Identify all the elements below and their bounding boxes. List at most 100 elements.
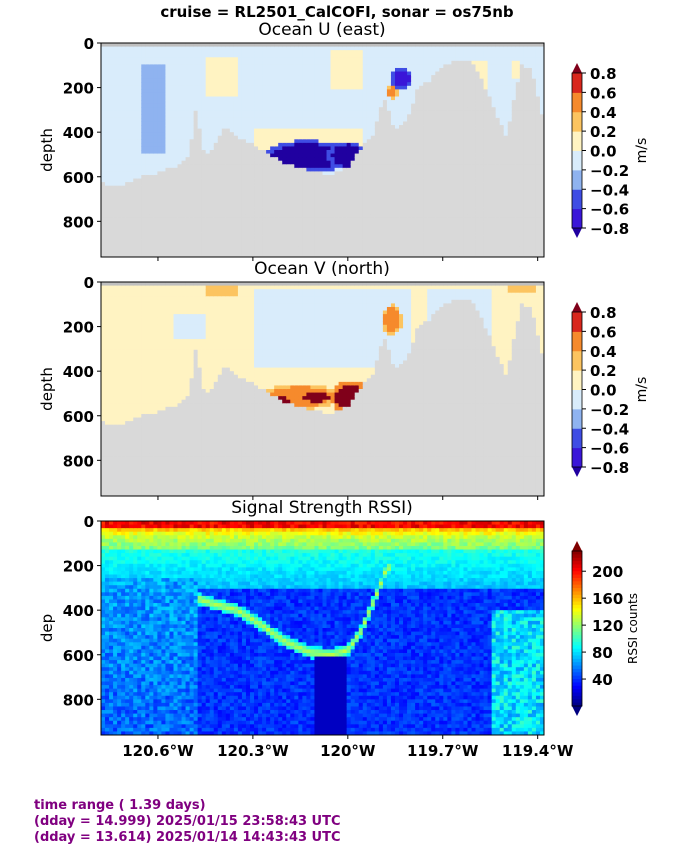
colorbar: 0.80.6 0.40.2 0.0−0.2−0.4 −0.6−0.8 m/s xyxy=(571,63,650,238)
colorbar-segment xyxy=(572,447,582,468)
colorbar-segment xyxy=(572,631,582,636)
footer-line: (dday = 13.614) 2025/01/14 14:43:43 UTC xyxy=(34,830,341,846)
x-tick-label: 120.3°W xyxy=(217,742,289,760)
plot-frame xyxy=(100,42,545,258)
colorbar-segment xyxy=(572,675,582,680)
y-tick-label: 600 xyxy=(63,647,94,665)
colorbar-tick-label: −0.2 xyxy=(590,401,629,419)
panel-title: Signal Strength RSSI) xyxy=(231,498,413,518)
colorbar-segment xyxy=(572,408,582,429)
y-tick-label: 0 xyxy=(84,35,94,53)
colorbar-segment xyxy=(572,594,582,599)
colorbar-segment xyxy=(572,574,582,579)
colorbar-segment xyxy=(572,689,582,694)
colorbar-tick-label: 0.8 xyxy=(590,65,617,83)
colorbar-segment xyxy=(572,692,582,697)
colorbar-segment xyxy=(572,608,582,613)
colorbar-segment xyxy=(572,604,582,609)
colorbar-tick-label: 0.8 xyxy=(590,304,617,322)
colorbar-segment xyxy=(572,682,582,687)
plot-frame xyxy=(100,281,545,497)
heatmap-field xyxy=(101,282,544,496)
colorbar-frame xyxy=(571,550,583,707)
colorbar-segment xyxy=(572,662,582,667)
colorbar-segment xyxy=(572,685,582,690)
colorbar-segment xyxy=(572,598,582,603)
y-axis-label: depth xyxy=(38,367,56,411)
colorbar-segment xyxy=(572,635,582,640)
x-ticks: 120.6°W 120.3°W 120°W 119.7°W 119.4°W xyxy=(122,735,574,760)
colorbar-segment xyxy=(572,628,582,633)
colorbar-segment xyxy=(572,679,582,684)
colorbar-segment xyxy=(572,641,582,646)
colorbar-segment xyxy=(572,638,582,643)
colorbar-tick-label: −0.4 xyxy=(590,181,629,199)
colorbar-segment xyxy=(572,668,582,673)
colorbar-label: m/s xyxy=(634,138,650,164)
colorbar-segment xyxy=(572,312,582,332)
x-tick-label: 120°W xyxy=(320,742,376,760)
colorbar-tick-label: 0.6 xyxy=(590,323,617,341)
colorbar-segment xyxy=(572,655,582,660)
colorbar-tick-label: 0.6 xyxy=(590,84,617,102)
colorbar-segment xyxy=(572,189,582,210)
colorbar-tick-label: 0.4 xyxy=(590,343,617,361)
colorbar-label: m/s xyxy=(634,377,650,403)
colorbar-tick-label: 0.2 xyxy=(590,123,617,141)
colorbar-tick-label: 40 xyxy=(592,671,613,689)
colorbar-segment xyxy=(572,571,582,576)
colorbar-segment xyxy=(572,645,582,650)
plot-frame xyxy=(100,520,545,736)
colorbar-segment xyxy=(572,389,582,410)
y-ticks: 0 200 400 600 800 xyxy=(63,35,101,231)
colorbar-segment xyxy=(572,111,582,132)
colorbar-tick-label: −0.2 xyxy=(590,162,629,180)
x-ticks xyxy=(157,257,539,261)
y-tick-label: 400 xyxy=(63,602,94,620)
y-tick-label: 200 xyxy=(63,80,94,98)
colorbar: 200 160 120 80 40 RSSI counts xyxy=(571,541,640,716)
colorbar-tick-label: 0.0 xyxy=(590,143,617,161)
colorbar-segment xyxy=(572,611,582,616)
colorbar-frame xyxy=(571,311,583,468)
colorbar: 0.80.6 0.40.2 0.0−0.2−0.4 −0.6−0.8 m/s xyxy=(571,302,650,477)
colorbar-segment xyxy=(572,561,582,566)
colorbar-tick-label: 160 xyxy=(592,590,623,608)
y-tick-label: 800 xyxy=(63,691,94,709)
colorbar-segment xyxy=(572,92,582,113)
y-tick-label: 0 xyxy=(84,274,94,292)
colorbar-segment xyxy=(572,150,582,171)
y-axis-label: depth xyxy=(38,128,56,172)
y-tick-label: 200 xyxy=(63,558,94,576)
colorbar-segment xyxy=(572,588,582,593)
colorbar-segment xyxy=(572,557,582,562)
colorbar-segment xyxy=(572,601,582,606)
colorbar-extend-high xyxy=(572,63,582,73)
colorbar-segment xyxy=(572,208,582,229)
colorbar-segment xyxy=(572,648,582,653)
colorbar-segment xyxy=(572,699,582,704)
colorbar-segment xyxy=(572,567,582,572)
colorbar-segment xyxy=(572,564,582,569)
colorbar-extend-high xyxy=(572,541,582,551)
x-ticks xyxy=(157,496,539,500)
heatmap-field xyxy=(101,43,544,257)
colorbar-tick-label: −0.4 xyxy=(590,420,629,438)
colorbar-segment xyxy=(572,658,582,663)
colorbar-segment xyxy=(572,652,582,657)
colorbar-segment xyxy=(572,73,582,93)
colorbar-segment xyxy=(572,577,582,582)
y-ticks: 0 200 400 600 800 xyxy=(63,513,101,709)
y-tick-label: 400 xyxy=(63,124,94,142)
x-tick-label: 119.7°W xyxy=(407,742,479,760)
colorbar-segment xyxy=(572,702,582,707)
colorbar-segment xyxy=(572,169,582,190)
heatmap-field xyxy=(101,521,544,735)
x-tick-label: 120.6°W xyxy=(122,742,194,760)
colorbar-extend-low xyxy=(572,467,582,477)
colorbar-tick-label: 0.4 xyxy=(590,104,617,122)
colorbar-segment xyxy=(572,621,582,626)
colorbar-segment xyxy=(572,695,582,700)
